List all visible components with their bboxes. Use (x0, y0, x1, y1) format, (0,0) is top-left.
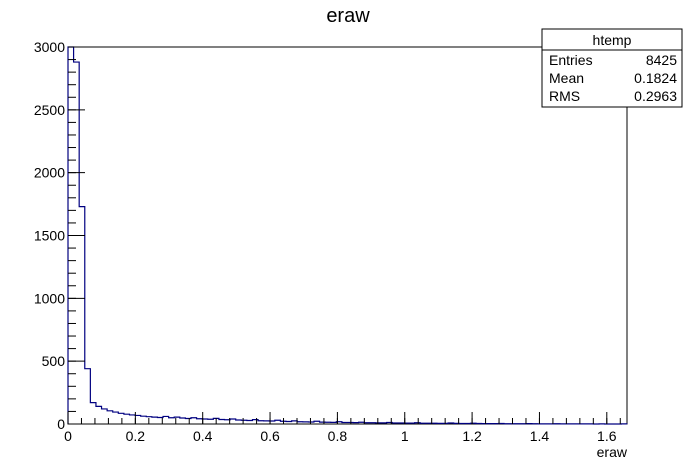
y-tick-label: 500 (42, 353, 66, 369)
stats-rms-label: RMS (549, 88, 580, 104)
x-tick-label: 1.6 (597, 428, 617, 444)
stats-rms-value: 0.2963 (634, 88, 677, 104)
stats-mean-label: Mean (549, 70, 584, 86)
x-tick-label: 1 (401, 428, 409, 444)
x-axis-label: eraw (597, 444, 628, 460)
x-tick-label: 0.4 (193, 428, 213, 444)
x-tick-label: 1.2 (462, 428, 482, 444)
stats-entries-label: Entries (549, 52, 593, 68)
y-tick-label: 2500 (34, 102, 65, 118)
y-tick-label: 2000 (34, 165, 65, 181)
stats-box: htemp Entries 8425 Mean 0.1824 RMS 0.296… (541, 28, 683, 108)
x-tick-label: 0.6 (260, 428, 280, 444)
stats-entries-value: 8425 (646, 52, 677, 68)
x-tick-label: 0.8 (328, 428, 348, 444)
stats-mean-value: 0.1824 (634, 70, 677, 86)
histogram-series-line (67, 46, 628, 425)
y-tick-label: 0 (57, 416, 65, 432)
y-tick-label: 1000 (34, 290, 65, 306)
x-tick-label: 0.2 (126, 428, 146, 444)
x-tick-label: 0 (64, 428, 72, 444)
y-axis: 0 500 1000 1500 2000 2500 3000 (34, 39, 85, 432)
stats-box-frame (541, 28, 683, 108)
y-tick-label: 1500 (34, 228, 65, 244)
chart-title: eraw (326, 5, 370, 27)
x-axis: 0 0.2 0.4 0.6 0.8 1 1.2 1.4 1.6 (64, 412, 621, 444)
y-tick-label: 3000 (34, 39, 65, 55)
stats-box-title: htemp (593, 32, 632, 48)
x-tick-label: 1.4 (530, 428, 550, 444)
